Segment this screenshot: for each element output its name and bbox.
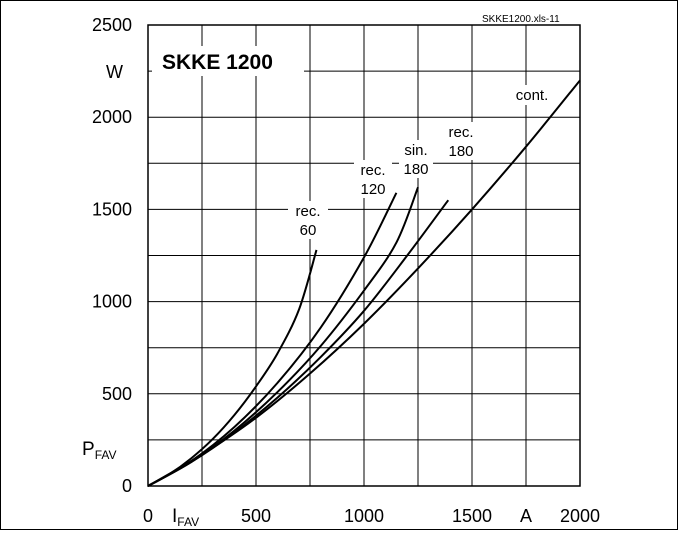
x-axis-symbol: I — [172, 506, 177, 527]
curve-label: rec. 180 — [443, 122, 479, 160]
curve-label: sin. 180 — [399, 140, 433, 178]
curve-label-text: 120 — [360, 181, 385, 198]
curve-label-text: rec. — [360, 162, 385, 179]
curve-label-background — [288, 201, 328, 239]
curve-label-background — [443, 122, 479, 160]
curve-labels: rec. 60 rec. 120 sin. 180 rec. 180 cont. — [288, 85, 554, 239]
series-line — [147, 199, 450, 487]
y-tick-label: 1500 — [92, 199, 132, 219]
y-axis-label: PFAV — [82, 439, 116, 462]
file-label: SKKE1200.xls-11 — [482, 14, 560, 25]
curve-label-text: rec. — [295, 203, 320, 220]
x-tick-label: 1500 — [452, 506, 492, 526]
curve-label-background — [399, 140, 433, 178]
tick-labels: 0 500 1000 1500 2000 2500 0 500 1000 1500 2000 — [92, 15, 600, 526]
chart-title-box: SKKE 1200 — [152, 46, 304, 76]
curve-label-background — [354, 160, 392, 198]
y-axis-symbol: P — [82, 439, 95, 460]
y-axis-unit: W — [106, 62, 123, 82]
series-line — [147, 192, 398, 487]
plot-area-border — [147, 24, 581, 487]
curve-label-background — [510, 85, 554, 105]
curve-label-text: sin. — [404, 142, 427, 159]
x-axis-unit: A — [520, 506, 532, 526]
y-axis-subscript: FAV — [95, 448, 117, 462]
x-tick-label: 0 — [143, 506, 153, 526]
curve-label: rec. 60 — [288, 201, 328, 239]
y-tick-label: 500 — [102, 384, 132, 404]
x-axis-subscript: FAV — [177, 515, 199, 529]
x-tick-label: 2000 — [560, 506, 600, 526]
chart-title: SKKE 1200 — [162, 51, 273, 74]
curve-label-text: 180 — [448, 143, 473, 160]
x-axis-label: IFAV — [172, 506, 199, 529]
curve-label-text: cont. — [516, 87, 549, 104]
y-tick-label: 0 — [122, 476, 132, 496]
series-group — [147, 79, 581, 487]
curve-label-text: rec. — [448, 124, 473, 141]
series-line — [147, 79, 581, 487]
curve-label-text: 180 — [403, 161, 428, 178]
curve-label: cont. — [510, 85, 554, 105]
y-tick-label: 2000 — [92, 107, 132, 127]
y-tick-label: 1000 — [92, 292, 132, 312]
curve-label: rec. 120 — [354, 160, 392, 198]
y-tick-label: 2500 — [92, 15, 132, 35]
curve-label-text: 60 — [300, 222, 317, 239]
x-tick-label: 500 — [241, 506, 271, 526]
x-tick-label: 1000 — [344, 506, 384, 526]
